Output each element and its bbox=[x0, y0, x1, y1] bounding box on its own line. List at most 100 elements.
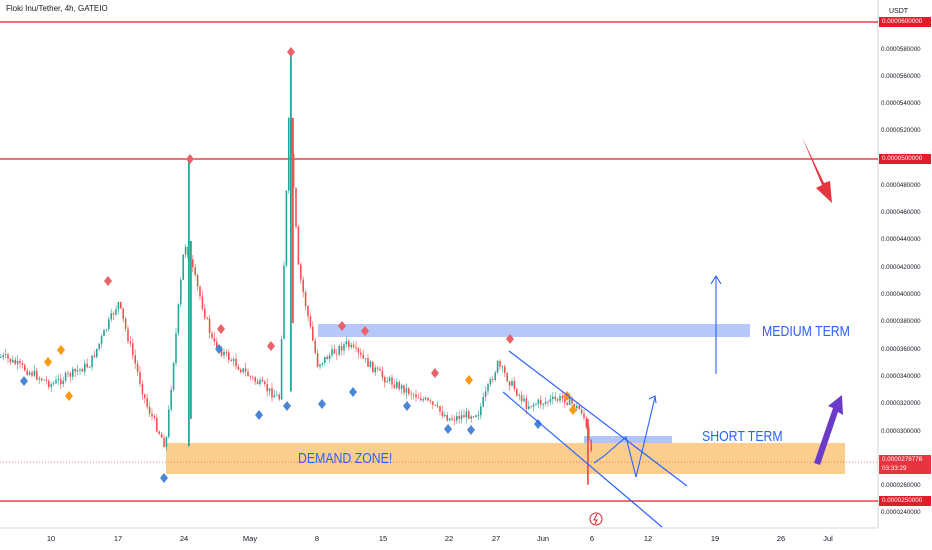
candle-body bbox=[422, 399, 424, 401]
candle-body bbox=[453, 419, 456, 421]
candle-body bbox=[396, 381, 398, 388]
channel-upper-line[interactable] bbox=[508, 350, 688, 487]
candle-body bbox=[280, 339, 283, 400]
candle-body bbox=[108, 319, 110, 330]
candle-body bbox=[216, 341, 218, 350]
candle-body bbox=[48, 380, 50, 388]
pivot-marker bbox=[283, 401, 291, 411]
candle-body bbox=[487, 383, 489, 392]
candle-body bbox=[96, 348, 98, 358]
time-tick: May bbox=[242, 534, 258, 543]
candle-body bbox=[566, 402, 568, 405]
candle-body bbox=[261, 379, 264, 382]
last-price-value: 0.0000278778 bbox=[882, 456, 923, 463]
candle-body bbox=[264, 381, 266, 385]
price-tick: 0.0000440000 bbox=[881, 236, 921, 243]
price-tick: 0.0000300000 bbox=[881, 428, 921, 435]
pivot-marker bbox=[349, 387, 357, 397]
candle-body bbox=[511, 380, 513, 386]
candle-body bbox=[312, 326, 314, 341]
candle-body bbox=[480, 406, 482, 416]
down-arrow-icon[interactable] bbox=[802, 137, 832, 203]
time-tick: 15 bbox=[378, 534, 388, 543]
candle-body bbox=[439, 406, 441, 412]
candle-body bbox=[19, 360, 21, 363]
candle-body bbox=[391, 377, 393, 385]
candle-body bbox=[518, 395, 520, 397]
medium-term-box[interactable] bbox=[318, 324, 750, 337]
pivot-marker bbox=[287, 47, 295, 57]
candle-body bbox=[333, 349, 336, 354]
pivot-marker bbox=[569, 405, 577, 415]
projection-path[interactable] bbox=[593, 396, 656, 478]
candle-body bbox=[321, 362, 324, 365]
candle-body bbox=[38, 378, 40, 380]
candle-body bbox=[288, 118, 290, 191]
price-tick: 0.0000320000 bbox=[881, 400, 921, 407]
price-tick: 0.0000260000 bbox=[881, 482, 921, 489]
candle-body bbox=[220, 349, 223, 356]
candle-body bbox=[441, 411, 444, 417]
candle-body bbox=[398, 381, 400, 389]
candle-body bbox=[537, 399, 540, 405]
candle-body bbox=[182, 254, 184, 280]
candle-body bbox=[16, 360, 19, 365]
candle-body bbox=[237, 366, 240, 370]
event-icon[interactable] bbox=[589, 512, 603, 526]
candle-body bbox=[499, 360, 501, 367]
level-badge-middle: 0.0000500000 bbox=[879, 154, 931, 164]
candle-body bbox=[139, 371, 141, 384]
candle-body bbox=[417, 397, 420, 399]
candle-body bbox=[424, 397, 427, 400]
candle-body bbox=[319, 364, 321, 367]
up-arrow-icon[interactable] bbox=[814, 395, 843, 465]
candle-body bbox=[24, 364, 26, 371]
candles-group bbox=[0, 52, 592, 485]
candle-body bbox=[460, 415, 463, 419]
pivot-marker bbox=[217, 324, 225, 334]
short-term-box[interactable] bbox=[584, 436, 672, 443]
candle-body bbox=[364, 358, 367, 359]
candle-body bbox=[326, 356, 328, 360]
candle-body bbox=[132, 343, 134, 356]
price-tick: 0.0000420000 bbox=[881, 264, 921, 271]
spike-candle bbox=[190, 240, 192, 419]
candle-body bbox=[384, 377, 386, 383]
channel-lower-line[interactable] bbox=[502, 391, 663, 528]
price-tick: 0.0000560000 bbox=[881, 73, 921, 80]
candle-body bbox=[525, 398, 528, 410]
candle-body bbox=[542, 403, 544, 405]
candle-body bbox=[21, 362, 24, 365]
candle-body bbox=[64, 372, 67, 381]
candle-body bbox=[412, 394, 415, 396]
candle-body bbox=[122, 308, 124, 319]
candle-body bbox=[50, 384, 52, 388]
candle-body bbox=[33, 370, 36, 376]
candle-body bbox=[199, 286, 201, 297]
candle-body bbox=[158, 431, 160, 434]
candle-body bbox=[494, 372, 496, 380]
time-tick: 6 bbox=[589, 534, 595, 543]
candle-body bbox=[9, 358, 12, 363]
price-tick: 0.0000520000 bbox=[881, 127, 921, 134]
candle-body bbox=[271, 388, 273, 398]
candle-body bbox=[544, 401, 547, 404]
candle-body bbox=[86, 363, 88, 367]
candle-body bbox=[360, 352, 362, 355]
candle-body bbox=[7, 354, 9, 359]
candle-body bbox=[513, 380, 516, 390]
price-tick: 0.0000460000 bbox=[881, 209, 921, 216]
candle-body bbox=[100, 336, 103, 344]
candle-body bbox=[148, 406, 151, 414]
candle-body bbox=[67, 372, 69, 374]
candle-body bbox=[175, 333, 177, 363]
candle-body bbox=[484, 391, 487, 397]
candle-body bbox=[362, 354, 364, 359]
demand-zone-box[interactable] bbox=[166, 443, 845, 474]
candle-body bbox=[432, 401, 434, 405]
candle-body bbox=[170, 389, 172, 410]
pivot-marker bbox=[160, 473, 168, 483]
time-tick: 10 bbox=[46, 534, 56, 543]
time-tick: 19 bbox=[710, 534, 720, 543]
